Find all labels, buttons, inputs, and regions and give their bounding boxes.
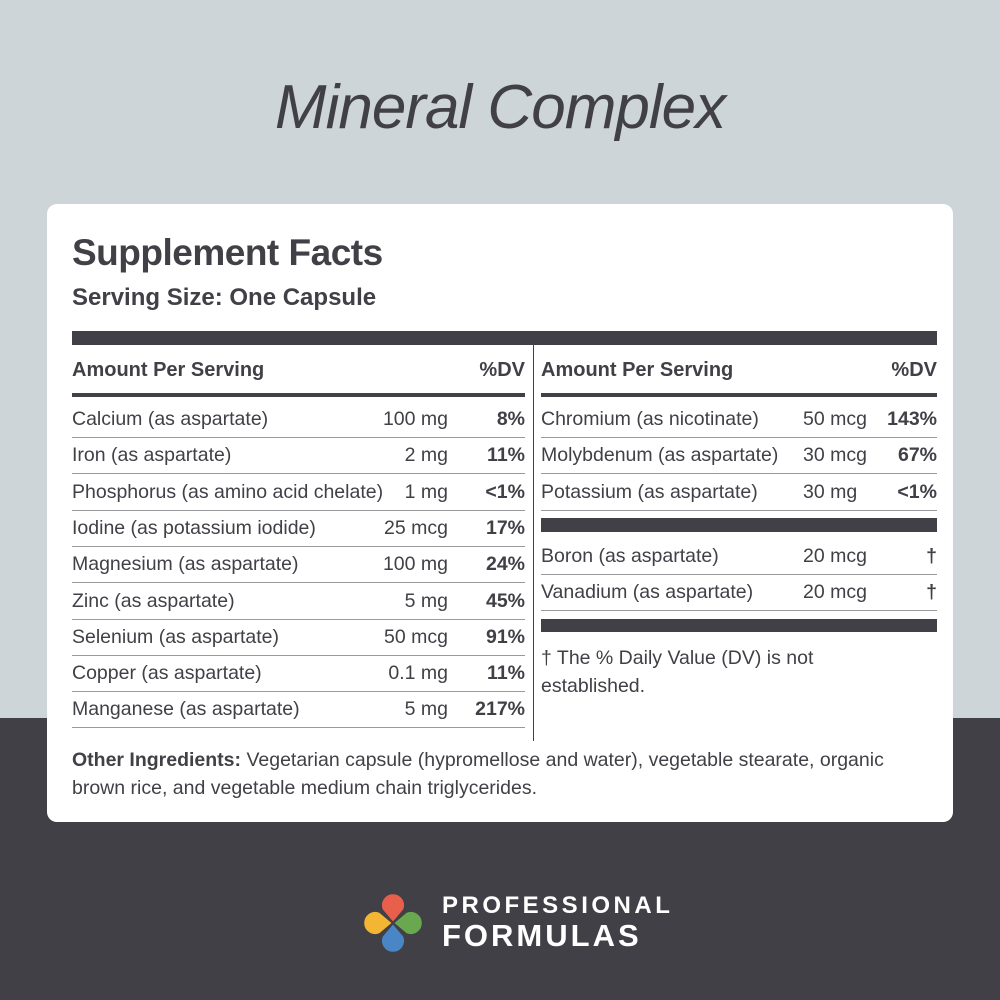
nutrient-name: Magnesium (as aspartate) <box>72 553 299 576</box>
nutrient-dv: † <box>926 545 937 567</box>
serving-size: Serving Size: One Capsule <box>72 284 377 311</box>
nutrient-name: Chromium (as nicotinate) <box>541 408 759 430</box>
nutrient-name: Boron (as aspartate) <box>541 545 719 567</box>
header-rule-right <box>541 393 937 397</box>
nutrient-dv: 45% <box>485 589 525 612</box>
nutrient-amount: 5 mg <box>404 589 448 612</box>
nutrient-amount: 1 mg <box>404 480 448 503</box>
nutrient-dv: 11% <box>487 662 525 685</box>
nutrient-amount: 50 mcg <box>384 625 448 648</box>
brand-line1: PROFESSIONAL <box>442 892 674 919</box>
nutrient-dv: 143% <box>887 408 937 430</box>
nutrient-name: Selenium (as aspartate) <box>72 625 280 648</box>
nutrient-dv: 11% <box>487 444 525 467</box>
nutrient-amount: 50 mcg <box>803 408 867 430</box>
nutrient-dv: 91% <box>485 625 525 648</box>
nutrient-dv: <1% <box>485 480 525 503</box>
brand-logo-icon <box>362 892 424 954</box>
nutrient-row: Molybdenum (as aspartate) 30 mcg 67% <box>541 438 937 475</box>
nutrient-amount: 100 mg <box>382 408 448 430</box>
nutrient-name: Zinc (as aspartate) <box>72 589 235 612</box>
nutrient-row: Boron (as aspartate) 20 mcg † <box>541 539 937 575</box>
nutrient-row: Copper (as aspartate) 0.1 mg 11% <box>72 656 525 693</box>
nutrient-name: Iodine (as potassium iodide) <box>72 516 316 539</box>
nutrient-row: Manganese (as aspartate) 5 mg 217% <box>72 692 525 729</box>
nutrient-name: Potassium (as aspartate) <box>541 480 758 503</box>
nutrient-dv: † <box>926 581 937 604</box>
right-col-header: Amount Per Serving <box>541 359 734 381</box>
nutrient-amount: 20 mcg <box>803 545 867 567</box>
thick-divider <box>541 518 937 532</box>
nutrient-amount: 100 mg <box>382 553 448 576</box>
nutrient-name: Phosphorus (as amino acid chelate) <box>72 480 384 503</box>
nutrient-row: Iodine (as potassium iodide) 25 mcg 17% <box>72 511 525 547</box>
thick-divider <box>541 619 937 632</box>
nutrient-dv: 17% <box>485 516 525 539</box>
nutrient-row: Zinc (as aspartate) 5 mg 45% <box>72 584 525 620</box>
nutrient-dv: 217% <box>475 698 525 721</box>
nutrient-amount: 30 mcg <box>803 444 867 467</box>
left-col-header: Amount Per Serving <box>72 359 265 381</box>
nutrient-row: Potassium (as aspartate) 30 mg <1% <box>541 475 937 511</box>
right-dv-header: %DV <box>891 359 937 381</box>
thick-divider <box>72 331 937 345</box>
nutrient-dv: 67% <box>897 444 937 467</box>
other-ingredients-label: Other Ingredients: <box>72 749 242 771</box>
other-ingredients: Other Ingredients: Vegetarian capsule (h… <box>72 746 932 802</box>
nutrient-name: Molybdenum (as aspartate) <box>541 444 779 467</box>
product-title: Mineral Complex <box>274 73 726 142</box>
nutrient-amount: 2 mg <box>404 444 448 467</box>
nutrient-dv: 8% <box>496 408 525 430</box>
other-ingredients-text: Vegetarian capsule (hypromellose and wat… <box>72 749 884 799</box>
nutrient-dv: 24% <box>485 553 525 576</box>
brand-line2: FORMULAS <box>442 918 642 953</box>
brand-wordmark: PROFESSIONAL FORMULAS <box>442 892 674 953</box>
nutrient-name: Vanadium (as aspartate) <box>541 581 754 604</box>
nutrient-name: Calcium (as aspartate) <box>72 408 269 430</box>
header-rule-left <box>72 393 525 397</box>
footnote: † The % Daily Value (DV) is not establis… <box>541 647 814 697</box>
nutrient-amount: 5 mg <box>404 698 448 721</box>
nutrient-amount: 0.1 mg <box>388 662 448 685</box>
nutrient-row: Phosphorus (as amino acid chelate) 1 mg <1… <box>72 475 525 511</box>
nutrient-dv: <1% <box>897 480 937 503</box>
nutrient-row: Chromium (as nicotinate) 50 mcg 143% <box>541 402 937 438</box>
panel-heading: Supplement Facts <box>72 232 383 273</box>
supplement-facts-panel: Supplement Facts Serving Size: One Capsu… <box>47 204 953 822</box>
nutrient-name: Copper (as aspartate) <box>72 662 262 685</box>
left-dv-header: %DV <box>479 359 525 381</box>
nutrient-amount: 30 mg <box>803 480 858 503</box>
nutrient-row: Iron (as aspartate) 2 mg 11% <box>72 438 525 475</box>
column-divider <box>533 345 534 741</box>
nutrient-row: Calcium (as aspartate) 100 mg 8% <box>72 402 525 438</box>
nutrient-row: Vanadium (as aspartate) 20 mcg † <box>541 575 937 612</box>
nutrient-name: Manganese (as aspartate) <box>72 698 300 721</box>
nutrient-amount: 20 mcg <box>803 581 867 604</box>
nutrient-name: Iron (as aspartate) <box>72 444 232 467</box>
nutrient-amount: 25 mcg <box>384 516 448 539</box>
nutrient-row: Magnesium (as aspartate) 100 mg 24% <box>72 547 525 584</box>
nutrient-row: Selenium (as aspartate) 50 mcg 91% <box>72 620 525 656</box>
